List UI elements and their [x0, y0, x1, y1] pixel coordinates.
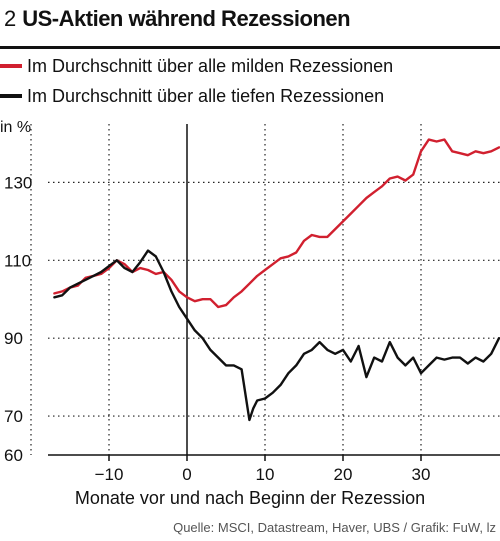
y-tick-label: 90 — [4, 329, 23, 348]
legend-label-severe: Im Durchschnitt über alle tiefen Rezessi… — [27, 86, 385, 106]
legend-swatch-severe — [0, 94, 22, 98]
x-tick-label: 10 — [256, 465, 275, 484]
legend-swatch-mild — [0, 64, 22, 68]
figure-title: US-Aktien während Rezessionen — [22, 6, 351, 31]
x-axis-title: Monate vor und nach Beginn der Rezession — [74, 488, 426, 508]
y-tick-label: 60 — [4, 446, 23, 465]
series-line-severe — [53, 249, 500, 422]
figure-number: 2 — [4, 6, 17, 31]
x-tick-label: 20 — [334, 465, 353, 484]
y-tick-label: 110 — [4, 251, 31, 270]
x-tick-label: 30 — [412, 465, 431, 484]
y-tick-label: 130 — [4, 173, 32, 192]
source-note: Quelle: MSCI, Datastream, Haver, UBS / G… — [173, 520, 496, 535]
title-rule — [0, 46, 500, 49]
x-tick-label: 0 — [182, 465, 191, 484]
series-line-mild — [53, 138, 500, 309]
y-axis-unit: in % — [0, 119, 32, 136]
chart-title: 2 US-Aktien während Rezessionen — [4, 6, 351, 32]
legend-label-mild: Im Durchschnitt über alle milden Rezessi… — [27, 56, 394, 76]
x-tick-label: −10 — [95, 465, 124, 484]
y-tick-label: 70 — [4, 407, 23, 426]
